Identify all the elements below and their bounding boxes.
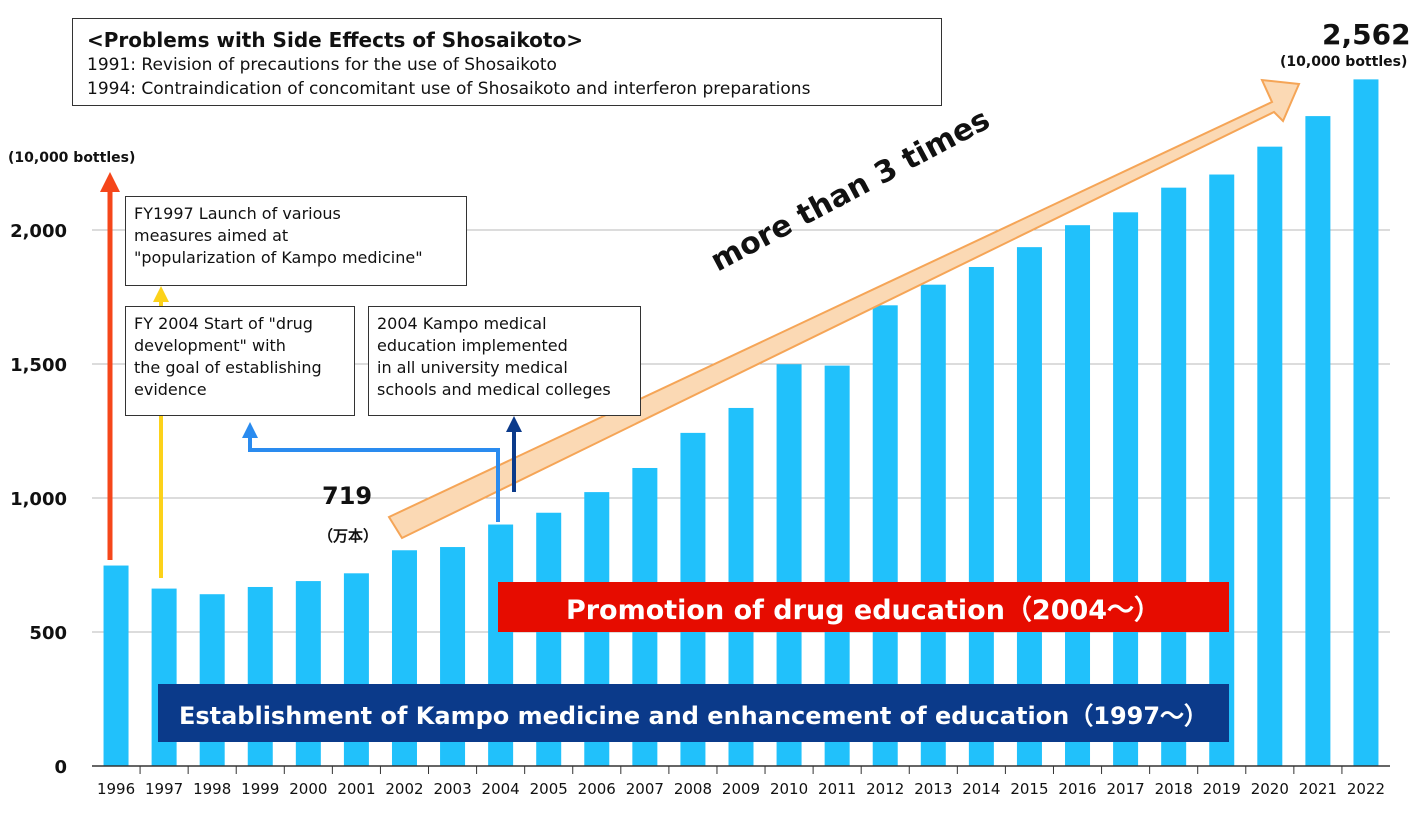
y-tick-label: 500: [29, 623, 67, 644]
x-tick-label: 2001: [337, 780, 375, 798]
kampo-education-banner: Establishment of Kampo medicine and enha…: [158, 684, 1229, 742]
note-fy2004-drug-development: FY 2004 Start of "drug development" with…: [125, 306, 355, 416]
note-line: schools and medical colleges: [377, 380, 611, 399]
x-tick-label: 2000: [289, 780, 327, 798]
note-2004-kampo-education: 2004 Kampo medical education implemented…: [368, 306, 641, 416]
bar-2018: [1161, 187, 1187, 766]
x-tick-label: 2015: [1010, 780, 1048, 798]
bar-2015: [1016, 247, 1042, 767]
x-tick-label: 2014: [962, 780, 1000, 798]
bars: [103, 79, 1379, 767]
kampo-education-banner-text: Establishment of Kampo medicine and enha…: [178, 701, 1209, 730]
x-tick-label: 2021: [1299, 780, 1337, 798]
x-tick-label: 2018: [1155, 780, 1193, 798]
x-tick-label: 2012: [866, 780, 904, 798]
problems-line-1991: 1991: Revision of precautions for the us…: [87, 55, 557, 75]
y-tick-label: 0: [54, 757, 67, 778]
bar-2022: [1353, 79, 1379, 766]
drug-education-banner-text: Promotion of drug education（2004～）: [565, 594, 1162, 626]
note-line: in all university medical: [377, 358, 568, 377]
problems-box: <Problems with Side Effects of Shosaikot…: [72, 18, 942, 106]
x-tick-label: 1998: [193, 780, 231, 798]
bar-2019: [1209, 174, 1235, 767]
y-tick-label: 1,500: [10, 355, 67, 376]
bar-2016: [1065, 225, 1091, 766]
x-tick-label: 2019: [1203, 780, 1241, 798]
arrow-2004-drug-development: [242, 422, 500, 522]
x-axis-ticks: 1996 1997 1998 1999 2000 2001 2002 2003 2004 2005…: [97, 766, 1385, 798]
note-line: measures aimed at: [134, 226, 289, 245]
x-tick-label: 2006: [578, 780, 616, 798]
value-label-2022-unit: (10,000 bottles): [1280, 54, 1408, 70]
note-line: FY1997 Launch of various: [134, 204, 341, 223]
note-line: FY 2004 Start of "drug: [134, 314, 313, 333]
x-tick-label: 1997: [145, 780, 183, 798]
bar-1996: [103, 565, 129, 766]
x-tick-label: 2022: [1347, 780, 1385, 798]
note-line: the goal of establishing: [134, 358, 322, 377]
x-tick-label: 2002: [385, 780, 423, 798]
x-tick-label: 2009: [722, 780, 760, 798]
bar-2020: [1257, 146, 1283, 767]
x-tick-label: 2005: [530, 780, 568, 798]
x-tick-label: 2008: [674, 780, 712, 798]
note-line: education implemented: [377, 336, 568, 355]
x-tick-label: 2013: [914, 780, 952, 798]
note-line: "popularization of Kampo medicine": [134, 248, 423, 267]
note-fy1997-launch: FY1997 Launch of various measures aimed …: [125, 196, 467, 286]
x-tick-label: 2011: [818, 780, 856, 798]
y-tick-label: 2,000: [10, 221, 67, 242]
x-tick-label: 2010: [770, 780, 808, 798]
x-tick-label: 1996: [97, 780, 135, 798]
drug-education-banner: Promotion of drug education（2004～）: [498, 582, 1229, 632]
x-tick-label: 1999: [241, 780, 279, 798]
bar-2017: [1113, 212, 1139, 766]
x-tick-label: 2020: [1251, 780, 1289, 798]
y-tick-label: 1,000: [10, 489, 67, 510]
note-line: evidence: [134, 380, 207, 399]
bar-2021: [1305, 116, 1331, 767]
note-line: development" with: [134, 336, 286, 355]
bar-2014: [968, 266, 994, 766]
x-tick-label: 2017: [1106, 780, 1144, 798]
y-axis-ticks: 0 500 1,000 1,500 2,000: [10, 221, 67, 778]
value-label-719-unit: （万本）: [318, 527, 379, 545]
note-line: 2004 Kampo medical: [377, 314, 547, 333]
growth-arrow: [387, 78, 1301, 540]
x-tick-label: 2003: [433, 780, 471, 798]
value-label-2022: 2,562: [1322, 18, 1411, 51]
value-label-719: 719: [322, 482, 373, 510]
x-tick-label: 2016: [1058, 780, 1096, 798]
problems-line-1994: 1994: Contraindication of concomitant us…: [87, 79, 811, 99]
x-tick-label: 2007: [626, 780, 664, 798]
y-axis-unit-label: (10,000 bottles): [8, 150, 136, 166]
x-tick-label: 2004: [482, 780, 520, 798]
problems-title: <Problems with Side Effects of Shosaikot…: [87, 28, 583, 52]
